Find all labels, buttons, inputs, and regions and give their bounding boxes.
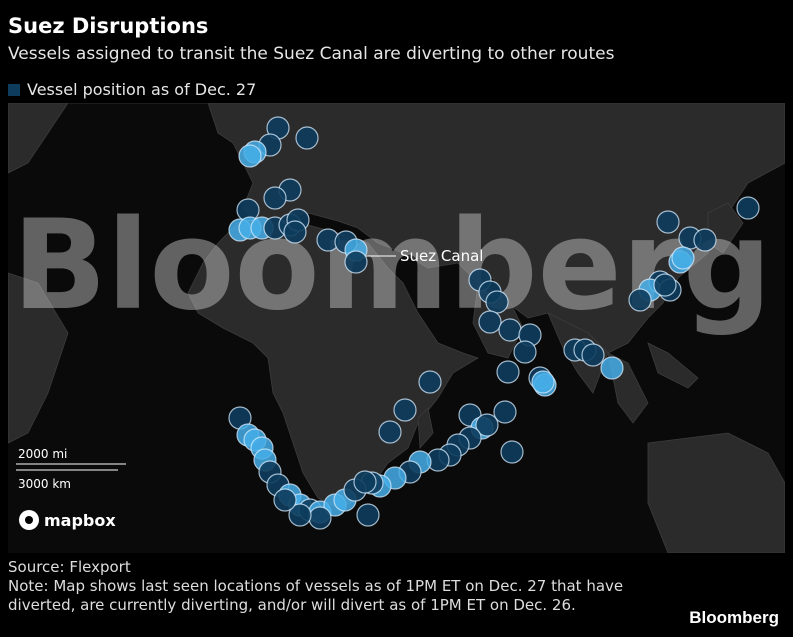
- scale-label: 2000 mi: [18, 447, 67, 461]
- vessel-marker: [295, 126, 319, 150]
- vessel-marker: [356, 503, 380, 527]
- vessel-marker: [308, 506, 332, 530]
- annotation: Suez Canal: [400, 247, 483, 265]
- vessel-marker: [653, 273, 677, 297]
- vessel-marker: [498, 318, 522, 342]
- vessel-marker: [288, 503, 312, 527]
- vessel-marker: [513, 340, 537, 364]
- vessel-marker: [273, 488, 297, 512]
- vessel-marker: [500, 440, 524, 464]
- vessel-marker: [478, 310, 502, 334]
- vessel-marker: [263, 186, 287, 210]
- vessel-marker: [475, 413, 499, 437]
- legend-swatch: [8, 83, 20, 96]
- vessel-marker: [581, 343, 605, 367]
- vessel-marker: [353, 470, 377, 494]
- watermark: Bloomberg: [12, 194, 771, 338]
- vessel-marker: [418, 370, 442, 394]
- title: Suez Disruptions: [8, 14, 209, 38]
- vessel-marker: [493, 400, 517, 424]
- vessel-marker: [496, 360, 520, 384]
- scale-label: 3000 km: [18, 477, 71, 491]
- vessel-marker: [531, 370, 555, 394]
- vessel-marker: [628, 288, 652, 312]
- vessels: [228, 116, 760, 530]
- vessel-marker: [344, 250, 368, 274]
- vessel-marker: [693, 228, 717, 252]
- vessel-marker: [238, 144, 262, 168]
- vessel-marker: [378, 420, 402, 444]
- vessel-marker: [736, 196, 760, 220]
- vessel-marker: [485, 290, 509, 314]
- mapbox-icon: [25, 516, 33, 524]
- subtitle: Vessels assigned to transit the Suez Can…: [8, 44, 615, 64]
- vessel-marker: [393, 398, 417, 422]
- legend: Vessel position as of Dec. 27: [8, 80, 256, 99]
- vessel-marker: [671, 246, 695, 270]
- source: Source: Flexport: [8, 558, 131, 576]
- vessel-marker: [600, 356, 624, 380]
- map: Bloomberg Suez Canal 2000 mi 3000 km map…: [8, 103, 785, 553]
- logo: Bloomberg: [689, 608, 779, 627]
- legend-label: Vessel position as of Dec. 27: [27, 80, 257, 99]
- vessel-marker: [656, 210, 680, 234]
- note: Note: Map shows last seen locations of v…: [8, 577, 624, 614]
- attribution: mapbox: [44, 511, 116, 530]
- vessel-marker: [283, 220, 307, 244]
